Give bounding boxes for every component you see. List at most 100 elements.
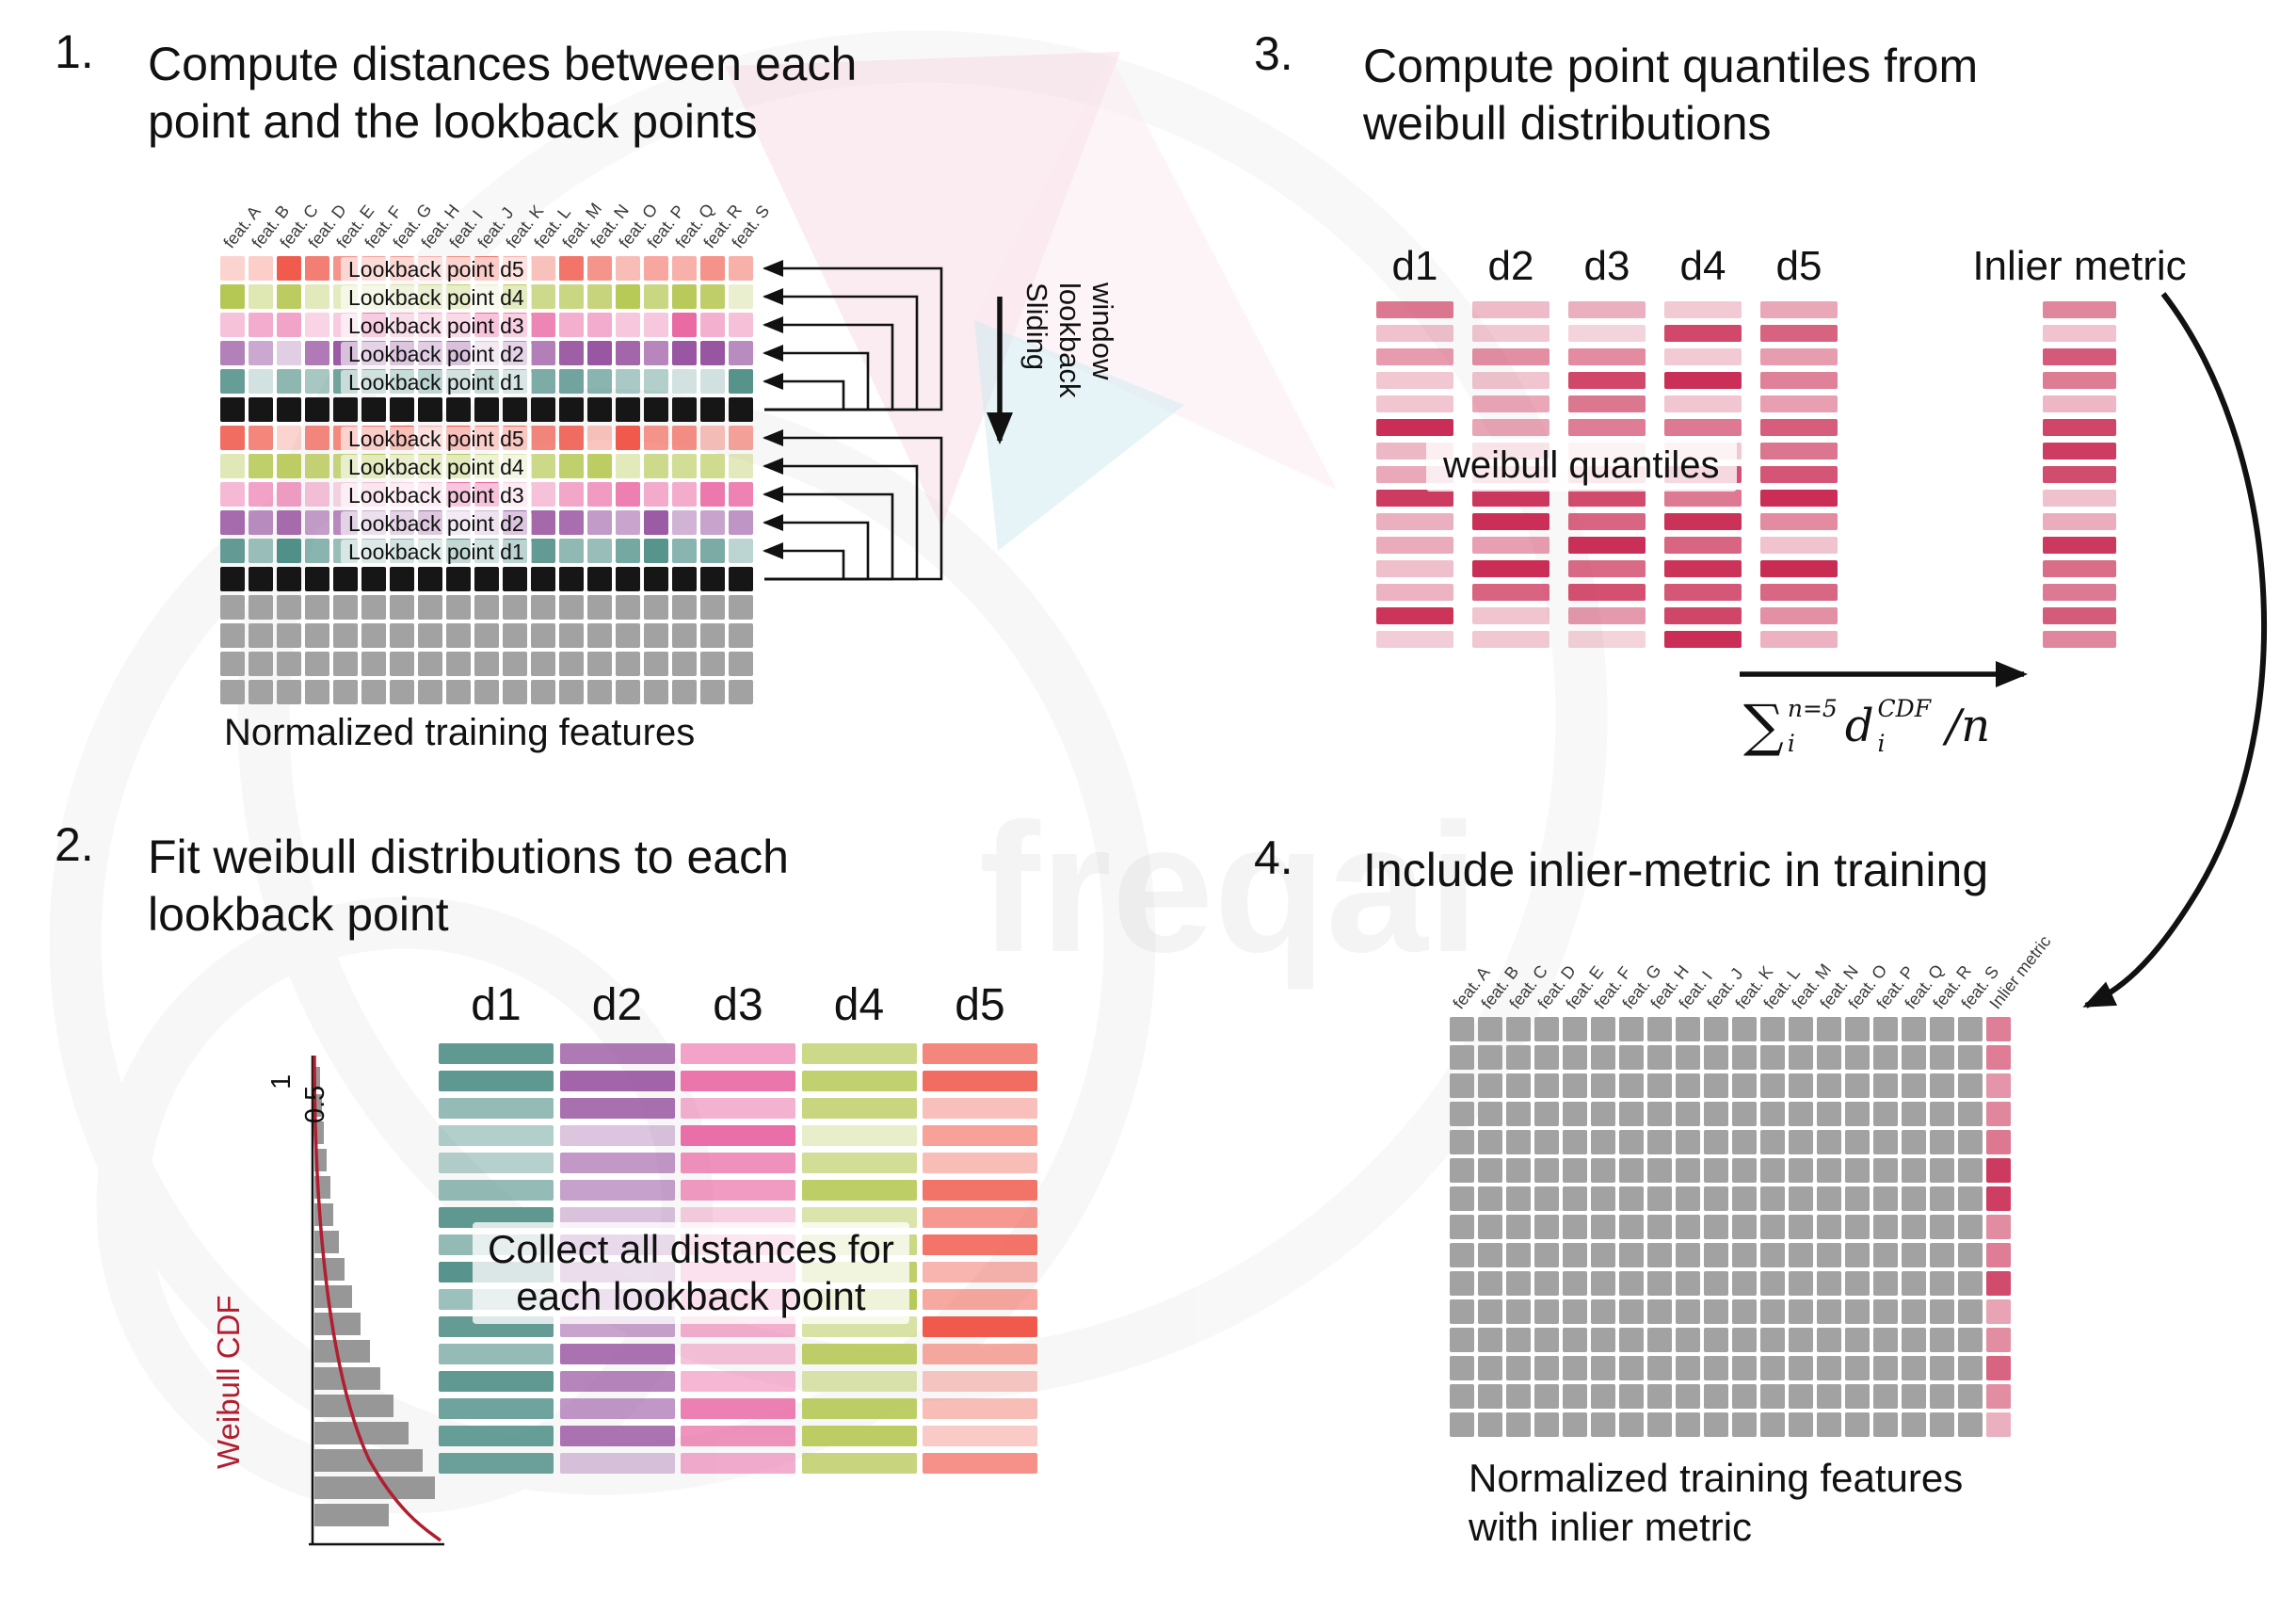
distance-bar bbox=[559, 1180, 675, 1201]
inlier-metric-column bbox=[2043, 301, 2116, 648]
feature-cell bbox=[1591, 1017, 1615, 1041]
feature-cell bbox=[616, 623, 640, 648]
feature-cell bbox=[1789, 1130, 1813, 1154]
feature-cell bbox=[1902, 1356, 1926, 1380]
feature-cell bbox=[1563, 1215, 1587, 1239]
feature-cell bbox=[644, 623, 668, 648]
quantile-bar bbox=[1472, 419, 1549, 436]
feature-cell bbox=[729, 341, 753, 365]
quantile-bar bbox=[1664, 419, 1742, 436]
feature-cell bbox=[1817, 1130, 1841, 1154]
hist-bar bbox=[314, 1203, 333, 1226]
feature-cell bbox=[249, 397, 273, 422]
feature-cell bbox=[1760, 1017, 1785, 1041]
feature-cell bbox=[616, 397, 640, 422]
feature-cell bbox=[1817, 1186, 1841, 1211]
inlier-metric-bar bbox=[2043, 325, 2116, 342]
note-line: Collect all distances for bbox=[488, 1227, 894, 1271]
feature-cell bbox=[1647, 1158, 1672, 1183]
quantile-bar bbox=[1760, 607, 1838, 624]
quantile-bar bbox=[1568, 560, 1646, 577]
quantile-bar bbox=[1760, 584, 1838, 601]
caption-line: with inlier metric bbox=[1469, 1505, 1753, 1549]
distance-bar bbox=[439, 1426, 554, 1446]
distance-bar bbox=[923, 1043, 1037, 1064]
feature-cell bbox=[305, 652, 329, 676]
distance-bar bbox=[681, 1125, 795, 1146]
distance-bar bbox=[923, 1316, 1037, 1337]
distance-bar bbox=[923, 1234, 1037, 1255]
feature-cell bbox=[305, 539, 329, 563]
quantile-bar bbox=[1376, 325, 1453, 342]
feature-cell bbox=[559, 341, 584, 365]
feature-cell bbox=[1930, 1186, 1954, 1211]
lookback-row-label: Lookback point d4 bbox=[341, 285, 532, 310]
hist-bar bbox=[314, 1367, 380, 1390]
feature-cell bbox=[700, 680, 725, 704]
hist-bar bbox=[314, 1258, 345, 1281]
col-header-d2: d2 bbox=[1487, 243, 1534, 289]
feature-cell bbox=[1958, 1215, 1983, 1239]
distance-bar bbox=[801, 1071, 917, 1091]
feature-cell bbox=[333, 623, 358, 648]
feature-cell bbox=[1534, 1017, 1559, 1041]
feature-cell bbox=[277, 539, 301, 563]
feature-cell bbox=[1563, 1017, 1587, 1041]
feature-cell bbox=[1591, 1328, 1615, 1352]
feature-cell bbox=[1704, 1158, 1728, 1183]
feature-cell bbox=[672, 680, 697, 704]
feature-cell bbox=[1873, 1215, 1898, 1239]
feature-cell bbox=[418, 567, 442, 591]
quantile-bar bbox=[1376, 372, 1453, 389]
distance-bar bbox=[439, 1344, 554, 1364]
feature-cell bbox=[672, 623, 697, 648]
feature-cell bbox=[1789, 1384, 1813, 1409]
quantile-column-d5 bbox=[1760, 301, 1838, 648]
feature-cell bbox=[305, 482, 329, 507]
feature-cell bbox=[1534, 1356, 1559, 1380]
feature-cell bbox=[1676, 1158, 1700, 1183]
feature-cell bbox=[1450, 1412, 1474, 1437]
quantile-bar bbox=[1472, 513, 1549, 530]
feature-cell bbox=[616, 426, 640, 450]
feature-cell bbox=[1817, 1243, 1841, 1267]
distance-bar bbox=[681, 1398, 795, 1419]
quantile-bar bbox=[1472, 348, 1549, 365]
feature-cell bbox=[1873, 1045, 1898, 1070]
distance-bar bbox=[681, 1043, 795, 1064]
inlier-cell bbox=[1986, 1299, 2011, 1324]
step-number-3: 3. bbox=[1254, 27, 1293, 80]
title-line: weibull distributions bbox=[1363, 97, 1772, 150]
title-line: Compute distances between each bbox=[148, 38, 858, 90]
feature-cell bbox=[644, 482, 668, 507]
feature-cell bbox=[1958, 1045, 1983, 1070]
feature-cell bbox=[1704, 1299, 1728, 1324]
feature-cell bbox=[729, 652, 753, 676]
feature-cell bbox=[305, 426, 329, 450]
feature-cell bbox=[1506, 1130, 1531, 1154]
quantile-bar bbox=[1376, 584, 1453, 601]
feature-cell bbox=[700, 567, 725, 591]
feature-cell bbox=[1930, 1384, 1954, 1409]
feature-cell bbox=[531, 284, 555, 309]
feature-cell bbox=[1534, 1384, 1559, 1409]
inlier-metric-bar bbox=[2043, 372, 2116, 389]
feature-cell bbox=[1563, 1243, 1587, 1267]
feature-cell bbox=[672, 454, 697, 478]
quantile-bar bbox=[1664, 348, 1742, 365]
quantile-bar bbox=[1760, 537, 1838, 554]
feature-cell bbox=[531, 341, 555, 365]
feature-cell bbox=[474, 652, 499, 676]
quantile-bar bbox=[1664, 607, 1742, 624]
feature-cell bbox=[1506, 1328, 1531, 1352]
feature-cell bbox=[1591, 1412, 1615, 1437]
inlier-cell bbox=[1986, 1384, 2011, 1409]
feature-cell bbox=[1732, 1017, 1757, 1041]
feature-cell bbox=[305, 369, 329, 394]
feature-cell bbox=[1478, 1017, 1502, 1041]
quantile-bar bbox=[1568, 348, 1646, 365]
feature-cell bbox=[1930, 1412, 1954, 1437]
feature-cell bbox=[1676, 1102, 1700, 1126]
feature-cell bbox=[1760, 1045, 1785, 1070]
feature-cell bbox=[587, 284, 612, 309]
